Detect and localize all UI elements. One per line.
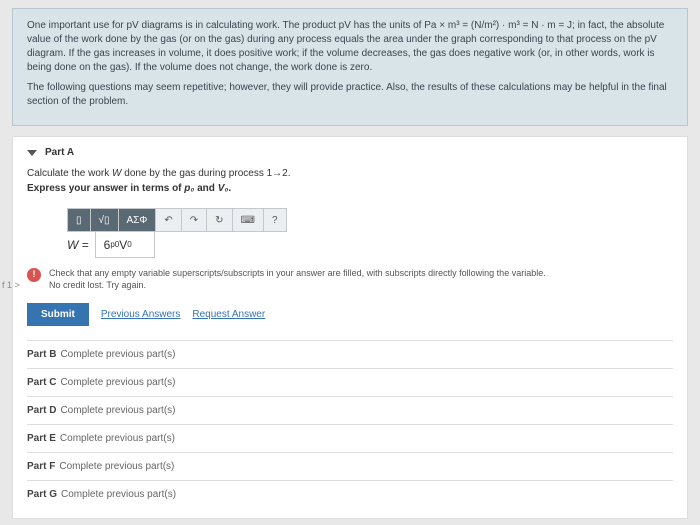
- sqrt-button[interactable]: √▯: [91, 209, 119, 231]
- part-a-header[interactable]: Part A: [27, 147, 673, 158]
- part-g-row[interactable]: Part G Complete previous part(s): [27, 480, 673, 508]
- part-d-label: Part D: [27, 405, 56, 416]
- request-answer-link[interactable]: Request Answer: [192, 309, 265, 320]
- greek-button[interactable]: ΑΣΦ: [119, 209, 157, 231]
- feedback-line-2: No credit lost. Try again.: [49, 280, 546, 292]
- question-line-2: Express your answer in terms of p₀ and V…: [27, 183, 673, 194]
- reset-button[interactable]: ↻: [207, 209, 232, 231]
- part-c-row[interactable]: Part C Complete previous part(s): [27, 368, 673, 396]
- part-f-label: Part F: [27, 461, 55, 472]
- part-e-label: Part E: [27, 433, 56, 444]
- part-g-label: Part G: [27, 489, 57, 500]
- answer-input[interactable]: 6p0V0: [95, 232, 155, 258]
- answer-label: W =: [67, 238, 89, 252]
- intro-paragraph-2: The following questions may seem repetit…: [27, 81, 673, 109]
- part-a-panel: Part A Calculate the work W done by the …: [12, 136, 688, 519]
- part-b-row[interactable]: Part B Complete previous part(s): [27, 340, 673, 368]
- part-e-text: Complete previous part(s): [60, 433, 175, 444]
- part-c-label: Part C: [27, 377, 56, 388]
- feedback-panel: ! Check that any empty variable superscr…: [27, 268, 673, 291]
- q2-pre: Express your answer in terms of: [27, 183, 184, 194]
- previous-answers-link[interactable]: Previous Answers: [101, 309, 180, 320]
- part-f-text: Complete previous part(s): [59, 461, 174, 472]
- answer-row: W = 6p0V0: [67, 232, 673, 258]
- part-f-row[interactable]: Part F Complete previous part(s): [27, 452, 673, 480]
- error-icon: !: [27, 268, 41, 282]
- feedback-text: Check that any empty variable superscrip…: [49, 268, 546, 291]
- answer-sub2: 0: [127, 240, 131, 249]
- equation-toolbar: ▯ √▯ ΑΣΦ ↶ ↷ ↻ ⌨ ?: [67, 208, 287, 232]
- part-d-text: Complete previous part(s): [60, 405, 175, 416]
- part-d-row[interactable]: Part D Complete previous part(s): [27, 396, 673, 424]
- q2-mid: and: [194, 183, 217, 194]
- keyboard-button[interactable]: ⌨: [233, 209, 264, 231]
- template-button[interactable]: ▯: [68, 209, 91, 231]
- actions-row: Submit Previous Answers Request Answer: [27, 303, 673, 326]
- submit-button[interactable]: Submit: [27, 303, 89, 326]
- part-a-label: Part A: [45, 147, 74, 158]
- help-button[interactable]: ?: [264, 209, 286, 231]
- answer-main: 6: [104, 238, 111, 252]
- q2-post: .: [228, 183, 231, 194]
- question-line-1: Calculate the work W done by the gas dur…: [27, 168, 673, 179]
- part-g-text: Complete previous part(s): [61, 489, 176, 500]
- part-c-text: Complete previous part(s): [60, 377, 175, 388]
- intro-panel: One important use for pV diagrams is in …: [12, 8, 688, 126]
- undo-button[interactable]: ↶: [156, 209, 181, 231]
- intro-paragraph-1: One important use for pV diagrams is in …: [27, 19, 673, 75]
- feedback-line-1: Check that any empty variable superscrip…: [49, 268, 546, 280]
- q2-v2: V₀: [218, 183, 229, 194]
- q2-v1: p₀: [184, 183, 194, 194]
- part-b-label: Part B: [27, 349, 56, 360]
- q1-post: done by the gas during process 1→2.: [122, 168, 291, 179]
- q1-pre: Calculate the work: [27, 168, 112, 179]
- part-e-row[interactable]: Part E Complete previous part(s): [27, 424, 673, 452]
- part-b-text: Complete previous part(s): [60, 349, 175, 360]
- answer-sub1: p0: [110, 240, 119, 249]
- page-nav[interactable]: f 1 >: [2, 280, 20, 290]
- caret-down-icon: [27, 150, 37, 156]
- redo-button[interactable]: ↷: [182, 209, 207, 231]
- answer-v: V: [119, 238, 127, 252]
- other-parts: Part B Complete previous part(s) Part C Co…: [27, 340, 673, 508]
- q1-var: W: [112, 168, 121, 179]
